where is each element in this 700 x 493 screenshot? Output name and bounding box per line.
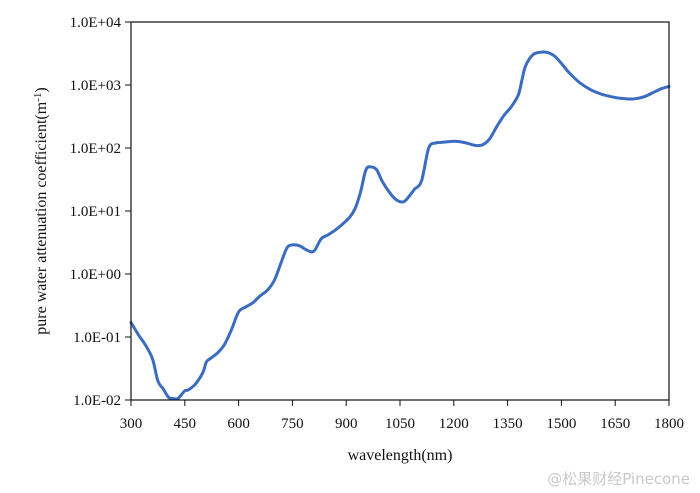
y-axis-title: pure water attenuation coefficient(m-1) [32, 87, 50, 334]
y-axis-title-close: ) [33, 87, 50, 92]
series-line [129, 50, 671, 401]
y-axis-tick-labels: 1.0E-02 1.0E-01 1.0E+00 1.0E+01 1.0E+02 1.0E+… [70, 15, 122, 409]
y-tick-label: 1.0E+00 [70, 267, 121, 283]
x-tick-label: 1200 [439, 416, 469, 432]
y-axis-title-unit: -1 [32, 93, 44, 102]
y-tick-label: 1.0E+04 [70, 15, 122, 31]
y-tick-label: 1.0E-01 [73, 330, 121, 346]
x-tick-label: 1050 [385, 416, 415, 432]
x-tick-label: 1500 [546, 416, 576, 432]
plot-area [131, 22, 669, 400]
y-tick-label: 1.0E-02 [73, 393, 121, 409]
x-axis-title: wavelength(nm) [348, 447, 453, 464]
x-tick-label: 600 [227, 416, 250, 432]
x-tick-label: 1800 [654, 416, 684, 432]
y-axis-title-text: pure water attenuation coefficient(m [33, 101, 50, 334]
x-tick-label: 750 [281, 416, 304, 432]
y-tick-label: 1.0E+01 [70, 204, 121, 220]
x-tick-label: 1350 [493, 416, 523, 432]
watermark: @松果财经Pinecone [547, 470, 690, 488]
y-axis-ticks [125, 21, 131, 401]
y-tick-label: 1.0E+03 [70, 78, 121, 94]
x-axis-ticks [130, 400, 670, 406]
x-tick-label: 900 [335, 416, 358, 432]
plot-frame [130, 21, 670, 401]
x-tick-label: 300 [120, 416, 143, 432]
x-axis-tick-labels: 300 450 600 750 900 1050 1200 1350 1500 1650 1800 [120, 416, 684, 432]
y-tick-label: 1.0E+02 [70, 141, 121, 157]
x-tick-label: 1650 [600, 416, 630, 432]
x-tick-label: 450 [174, 416, 197, 432]
